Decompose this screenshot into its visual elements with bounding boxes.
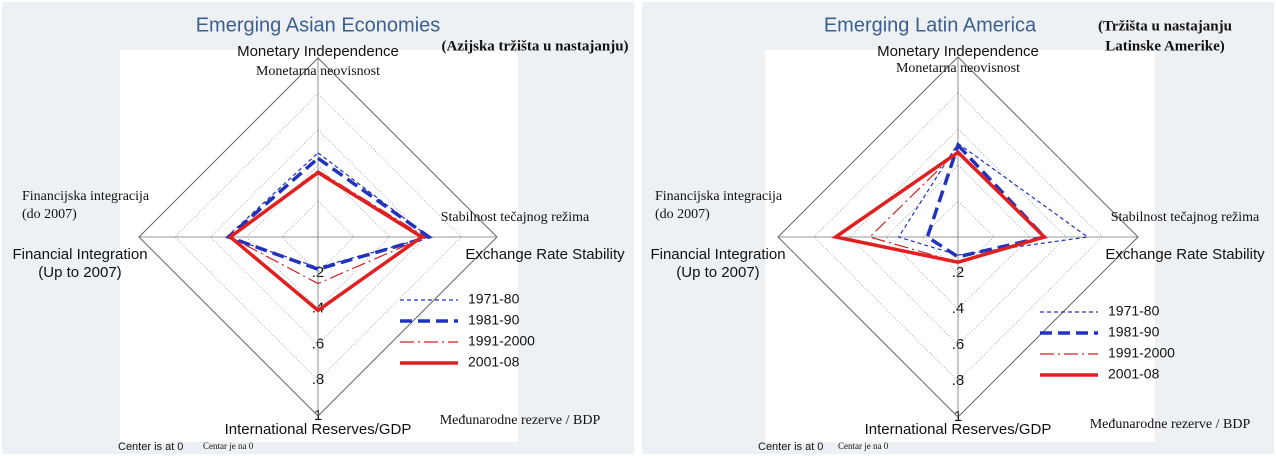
axis-label-translation: Stabilnost tečajnog režima [441,210,590,225]
legend-label: 2001-08 [1108,366,1160,382]
axis-label-translation: (do 2007) [655,207,710,222]
legend-label: 1981-90 [468,312,520,328]
note: Center is at 0 [118,441,183,453]
axis-label-translation: Međunarodne rezerve / BDP [1090,417,1251,432]
axis-label: Financial Integration [12,246,147,263]
axis-label-translation: Monetarna neovisnost [256,64,380,79]
title-translation: Latinske Amerike) [1105,38,1225,54]
axis-label: (Up to 2007) [38,264,121,281]
grid-line [921,200,995,274]
legend-label: 2001-08 [468,354,520,370]
axis-label-translation: Međunarodne rezerve / BDP [440,413,601,428]
axis-label-translation: Stabilnost tečajnog režima [1111,210,1260,225]
axis-label: Financial Integration [650,246,785,263]
axis-label-translation: Financijska integracija [22,189,150,204]
radar-line [225,156,433,272]
legend-label: 1991-2000 [1108,345,1175,361]
note-translation: Centar je na 0 [838,441,889,451]
radar-line [897,142,1090,256]
axis-label: Exchange Rate Stability [1105,246,1265,263]
note-translation: Centar je na 0 [203,441,254,451]
axis-label: Monetary Independence [877,43,1039,60]
axis-label: Monetary Independence [237,43,399,60]
axis-label-translation: Financijska integracija [655,189,783,204]
axis-label-translation: (do 2007) [22,207,77,222]
title-translation: (Tržišta u nastajanju [1098,18,1232,34]
grid-line [281,200,355,274]
legend-label: 1991-2000 [468,333,535,349]
chart-title: Emerging Latin America [824,14,1037,36]
axis-label: (Up to 2007) [676,264,759,281]
axis-label: Exchange Rate Stability [465,246,625,263]
radar-line [227,170,425,313]
legend-label: 1981-90 [1108,324,1160,340]
axis-label: International Reserves/GDP [865,421,1052,438]
axis-label: International Reserves/GDP [225,421,412,438]
legend-label: 1971-80 [1108,303,1160,319]
chart-title: Emerging Asian Economies [196,14,441,36]
title-translation: (Azijska tržišta u nastajanju) [441,38,628,54]
grid-line [813,92,1103,382]
note: Center is at 0 [758,441,823,453]
plot-area [120,50,518,442]
radar-line [831,150,1048,265]
axis-label-translation: Monetarna neovisnost [896,61,1020,76]
legend-label: 1971-80 [468,291,520,307]
grid-line [885,164,1031,310]
